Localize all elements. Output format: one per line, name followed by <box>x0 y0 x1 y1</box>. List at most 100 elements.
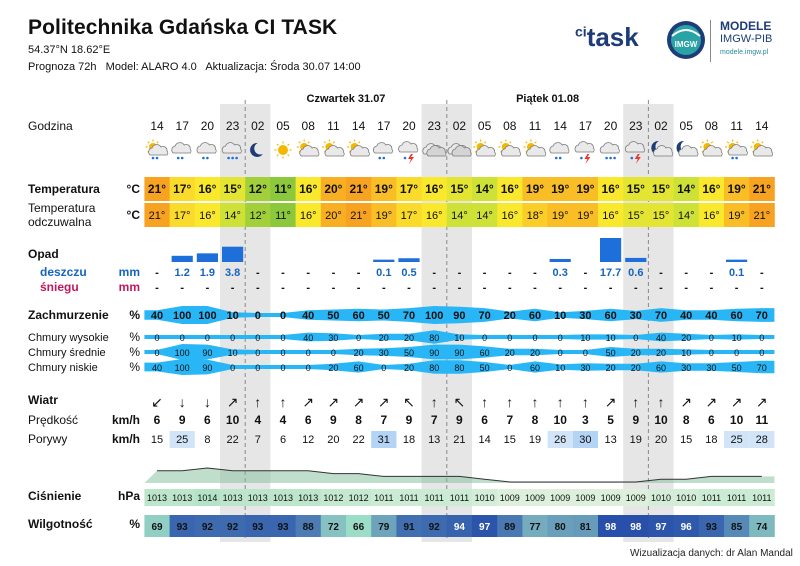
humidity-value: 72 <box>328 522 340 533</box>
wind-speed-value: 6 <box>481 413 488 427</box>
wind-speed-value: 6 <box>154 413 161 427</box>
humidity-cell <box>472 515 498 537</box>
humidity-cell <box>698 515 725 537</box>
gust-highlight <box>749 431 775 448</box>
humidity-cell <box>194 515 221 537</box>
gust-value: 6 <box>280 434 286 446</box>
wind-arrow: ↑ <box>532 394 539 410</box>
rain-value: - <box>584 267 588 279</box>
cloud-value: 0 <box>558 333 563 343</box>
pressure-cell <box>572 489 599 506</box>
snow-value: - <box>609 282 613 294</box>
wind-arrow: ↗ <box>328 394 340 410</box>
pressure-cell <box>220 489 246 506</box>
temp-value: 19° <box>728 182 746 196</box>
cloud-icon <box>422 143 447 157</box>
cloud-value: 0 <box>205 333 210 343</box>
cloud-value: 20 <box>404 333 414 343</box>
cloud-value: 40 <box>151 310 163 322</box>
humidity-value: 98 <box>630 522 642 533</box>
row-label-odczuwalna_1: Temperatura <box>28 201 96 215</box>
temp-cell <box>598 203 624 227</box>
cloud-value: 10 <box>454 333 464 343</box>
temp-cell <box>396 203 422 227</box>
gust-value: 25 <box>176 434 188 446</box>
wind-arrow: ↖ <box>403 394 415 410</box>
wind-arrow: ↗ <box>227 394 239 410</box>
temp-cell <box>547 177 574 201</box>
wind-arrow: ↖ <box>454 394 466 410</box>
temp-value: 17° <box>173 182 191 196</box>
gust-highlight <box>572 431 598 448</box>
hour-label: 08 <box>705 119 719 133</box>
rain-value: - <box>332 267 336 279</box>
cloud-value: 0 <box>255 363 260 373</box>
wind-speed-value: 4 <box>254 413 261 427</box>
temp-value: 16° <box>501 210 518 222</box>
temp-cell <box>144 177 170 201</box>
humidity-value: 98 <box>605 522 617 533</box>
row-label-odczuwalna_2: odczuwalna <box>28 215 92 229</box>
snow-value: - <box>332 282 336 294</box>
cloud-value: 0 <box>734 348 739 358</box>
gust-value: 22 <box>226 434 238 446</box>
hour-label: 17 <box>377 119 391 133</box>
pressure-value: 1013 <box>298 493 318 503</box>
cloud-value: 40 <box>303 333 313 343</box>
humidity-value: 97 <box>655 522 667 533</box>
temp-value: 17° <box>400 182 418 196</box>
pressure-cell <box>598 489 624 506</box>
cloud-band <box>144 330 775 344</box>
row-label-opad: Opad <box>28 247 59 261</box>
pressure-value: 1013 <box>147 493 167 503</box>
row-label-chmury_niskie: Chmury niskie <box>28 362 98 374</box>
pressure-value: 1011 <box>450 493 469 503</box>
humidity-cell <box>648 515 674 537</box>
cloud-value: 30 <box>328 333 338 343</box>
temp-cell <box>371 203 397 227</box>
temp-value: 12° <box>249 210 266 222</box>
cloud-value: 0 <box>532 333 537 343</box>
wind-speed-value: 9 <box>179 413 186 427</box>
wind-speed-value: 6 <box>204 413 211 427</box>
row-label-chmury_wysokie: Chmury wysokie <box>28 332 109 344</box>
snow-value: - <box>483 282 487 294</box>
temp-value: 16° <box>426 210 443 222</box>
temp-cell <box>169 203 196 227</box>
cloud-storm-icon <box>574 141 595 164</box>
temp-cell <box>673 203 700 227</box>
humidity-cell <box>295 515 322 537</box>
rain-bar <box>625 257 647 262</box>
rain-bar <box>549 258 571 262</box>
rain-value: - <box>659 267 663 279</box>
humidity-value: 93 <box>252 522 264 533</box>
temp-cell <box>724 203 750 227</box>
pressure-cell <box>623 489 649 506</box>
pressure-cell <box>270 489 296 506</box>
temp-value: 12° <box>249 182 267 196</box>
cloud-value: 20 <box>606 363 616 373</box>
gust-value: 13 <box>428 434 440 446</box>
wind-speed-value: 5 <box>607 413 614 427</box>
temp-value: 16° <box>703 210 720 222</box>
humidity-cell <box>245 515 271 537</box>
unit-label: km/h <box>112 432 140 446</box>
wind-arrow: ↓ <box>179 394 186 410</box>
unit-label: % <box>129 345 140 359</box>
temp-value: 14° <box>476 210 493 222</box>
cloud-value: 0 <box>583 348 588 358</box>
cloud-band <box>144 344 775 360</box>
pressure-value: 1010 <box>676 493 696 503</box>
temp-value: 15° <box>450 182 468 196</box>
cloud-value: 30 <box>630 310 642 322</box>
gust-value: 7 <box>255 434 261 446</box>
snow-value: - <box>735 282 739 294</box>
pressure-cell <box>648 489 674 506</box>
temp-value: 19° <box>576 182 594 196</box>
cloud-value: 0 <box>482 333 487 343</box>
humidity-cell <box>396 515 422 537</box>
rain-value: 17.7 <box>600 267 621 279</box>
hour-label: 05 <box>478 119 492 133</box>
wind-arrow: ↑ <box>481 394 488 410</box>
rain-bar <box>398 258 420 262</box>
